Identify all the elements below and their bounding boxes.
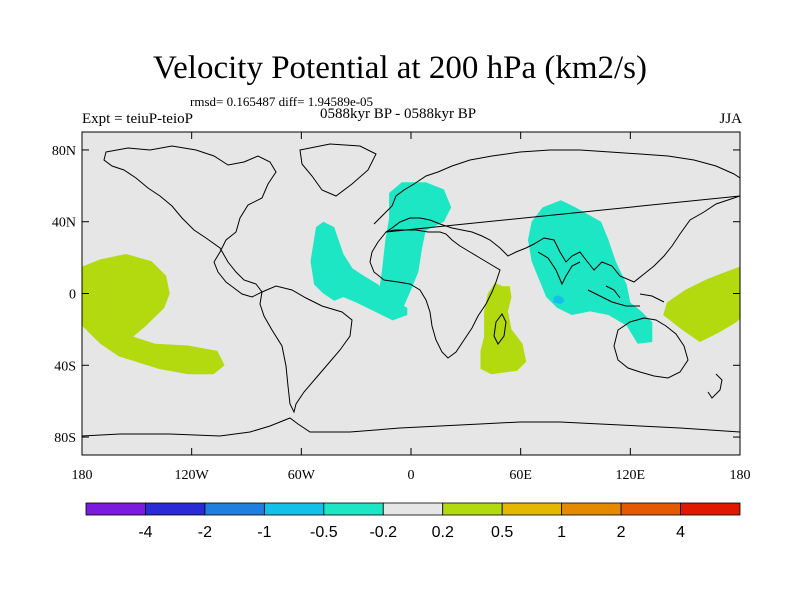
lat-label: 80S [54, 431, 76, 446]
colorbar-label: 0.2 [432, 524, 454, 541]
colorbar-label: -0.2 [369, 524, 397, 541]
period-label: 0588kyr BP - 0588kyr BP [320, 106, 477, 122]
lon-label: 120W [175, 468, 210, 483]
anomaly-region-5 [480, 282, 527, 375]
lat-label: 80N [52, 144, 76, 159]
coastline-antarctica [82, 417, 740, 437]
colorbar-label: -4 [138, 524, 152, 541]
colorbar-label: 2 [617, 524, 626, 541]
coastline-australia [613, 317, 689, 379]
lat-label: 40N [52, 216, 76, 231]
colorbar-box [442, 502, 503, 516]
lon-label: 60E [509, 468, 532, 483]
plot-title: Velocity Potential at 200 hPa (km2/s) [152, 50, 648, 86]
anomaly-region-6 [663, 266, 740, 342]
colorbar-label: 1 [557, 524, 566, 541]
contour-fills [82, 182, 740, 375]
season-label: JJA [719, 111, 742, 127]
colorbar-label: 4 [676, 524, 685, 541]
colorbar-box [620, 502, 681, 516]
colorbar-box [561, 502, 622, 516]
colorbar-box [263, 502, 325, 516]
stats-subtitle: rmsd= 0.165487 diff= 1.94589e-05 [190, 94, 374, 109]
coastline-new-zealand [707, 373, 723, 399]
colorbar-box [204, 502, 265, 516]
colorbar-box [85, 502, 146, 516]
colorbar-box [323, 502, 384, 516]
colorbar: -4 -2 -1 -0.5 -0.2 0.2 0.5 1 2 4 [85, 502, 741, 541]
colorbar-box [680, 502, 741, 516]
lon-label: 120E [616, 468, 646, 483]
colorbar-label: 0.5 [491, 524, 513, 541]
colorbar-box [382, 502, 444, 516]
lat-label: 40S [54, 359, 76, 374]
anomaly-region-3 [553, 295, 565, 305]
lat-label: 0 [69, 288, 76, 303]
anomaly-region-2 [528, 200, 653, 344]
colorbar-label: -1 [257, 524, 271, 541]
coastline-eurasia [373, 149, 740, 283]
colorbar-label: -2 [198, 524, 212, 541]
coastlines [82, 143, 740, 437]
lon-label: 180 [730, 468, 751, 483]
colorbar-box [145, 502, 206, 516]
coastline-madagascar [493, 313, 507, 345]
axis-ticks: 80N 40N 0 40S 80S 180 120W 60W 0 60E 120E 180 [52, 132, 751, 483]
plot-background [82, 132, 740, 455]
lon-label: 180 [72, 468, 93, 483]
coastline-north-america [103, 145, 277, 298]
colorbar-label: -0.5 [310, 524, 338, 541]
lon-label: 60W [288, 468, 316, 483]
coastline-greenland [299, 143, 377, 197]
colorbar-box [501, 502, 563, 516]
coastline-indonesia [587, 285, 665, 307]
coastline-africa [369, 229, 501, 359]
coastline-south-america [259, 285, 353, 414]
coastline-india [537, 251, 581, 286]
anomaly-region-4 [82, 254, 225, 375]
lon-label: 0 [408, 468, 415, 483]
experiment-label: Expt = teiuP-teioP [82, 111, 193, 127]
